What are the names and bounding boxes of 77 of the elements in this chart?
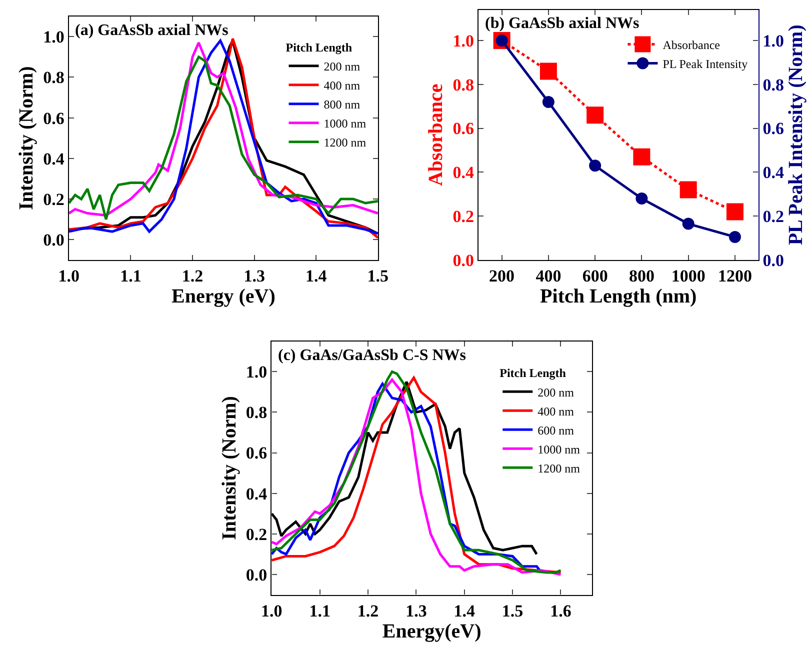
y-tick-label: 1.0: [246, 362, 268, 382]
legend-label: 1200 nm: [324, 136, 367, 150]
y-axis-title: Absorbance: [425, 84, 448, 186]
x-tick-label: 400: [536, 266, 562, 286]
y-tick-label: 0.6: [246, 444, 268, 463]
y-axis-title: Intensity (Norm): [16, 66, 38, 210]
point: [586, 106, 604, 124]
legend-label: 1000 nm: [324, 116, 367, 131]
y2-axis-title: PL Peak Intensity (Norm): [785, 24, 808, 246]
legend-title: Pitch Length: [286, 40, 352, 54]
legend-label: 400 nm: [538, 404, 575, 418]
y-tick-label: 1.0: [452, 31, 474, 50]
legend-label: 400 nm: [324, 78, 361, 93]
x-tick-label: 1.1: [120, 266, 142, 286]
y2-tick-label: 0.0: [762, 250, 784, 270]
x-axis-title: Energy (eV): [172, 286, 276, 308]
y-tick-label: 0.4: [452, 163, 474, 182]
y-tick-label: 0.0: [43, 230, 64, 250]
x-tick-label: 1.1: [309, 601, 330, 620]
x-tick-label: 1.4: [454, 601, 476, 620]
point: [633, 148, 650, 166]
x-tick-label: 600: [582, 266, 608, 286]
legend-label: 1000 nm: [538, 442, 581, 456]
y2-tick-label: 0.6: [762, 119, 784, 138]
y-axis-title: Intensity (Norm): [218, 396, 240, 540]
y-tick-label: 0.6: [452, 119, 474, 138]
y-tick-label: 0.8: [43, 68, 64, 88]
x-tick-label: 1000: [671, 266, 706, 286]
legend-label: PL Peak Intensity: [662, 56, 748, 71]
legend-title: Pitch Length: [500, 366, 566, 380]
y2-tick-label: 0.4: [762, 163, 785, 182]
y2-tick-label: 0.8: [762, 75, 784, 94]
y-tick-label: 0.8: [246, 403, 268, 422]
point: [589, 160, 602, 172]
y-tick-label: 0.2: [246, 524, 268, 544]
legend-label: 200 nm: [538, 385, 575, 400]
y2-tick-label: 1.0: [762, 31, 784, 50]
legend-label: 800 nm: [324, 98, 361, 112]
x-tick-label: 1.0: [261, 601, 282, 620]
x-tick-label: 800: [628, 266, 654, 286]
y-tick-label: 0.4: [246, 484, 268, 504]
x-tick-label: 1.0: [58, 266, 80, 286]
point: [726, 203, 744, 220]
x-tick-label: 1.5: [502, 601, 524, 620]
x-tick-label: 1.2: [357, 601, 379, 620]
point: [682, 218, 694, 230]
x-axis-title: Pitch Length (nm): [540, 286, 697, 308]
y2-tick-label: 0.2: [762, 207, 784, 226]
chart-title: (b) GaAsSb axial NWs: [485, 15, 640, 32]
x-tick-label: 1.2: [182, 266, 204, 286]
y-tick-label: 0.4: [43, 149, 65, 168]
x-tick-label: 1.6: [550, 601, 572, 620]
x-tick-label: 200: [489, 266, 515, 286]
chart-title: (c) GaAs/GaAsSb C-S NWs: [278, 347, 466, 364]
point: [542, 96, 554, 108]
y-tick-label: 1.0: [43, 28, 64, 47]
point: [636, 192, 648, 205]
y-tick-label: 0.2: [452, 207, 474, 226]
point: [680, 181, 697, 198]
legend-label: 600 nm: [538, 423, 575, 438]
x-tick-label: 1.3: [244, 266, 265, 286]
legend-label: 200 nm: [324, 60, 361, 74]
point: [728, 230, 741, 243]
legend-label: Absorbance: [662, 38, 720, 52]
y-tick-label: 0.0: [452, 250, 474, 270]
y-tick-label: 0.8: [452, 75, 474, 94]
x-tick-label: 1200: [718, 266, 752, 286]
point: [540, 62, 557, 80]
x-tick-label: 1.3: [406, 601, 427, 620]
y-tick-label: 0.0: [246, 565, 268, 584]
x-tick-label: 1.5: [367, 266, 389, 286]
chart-title: (a) GaAsSb axial NWs: [75, 22, 228, 39]
x-axis-title: Energy(eV): [382, 620, 482, 642]
y-tick-label: 0.2: [43, 190, 64, 210]
legend-label: 1200 nm: [538, 461, 581, 476]
x-tick-label: 1.4: [306, 266, 328, 286]
y-tick-label: 0.6: [43, 108, 64, 128]
